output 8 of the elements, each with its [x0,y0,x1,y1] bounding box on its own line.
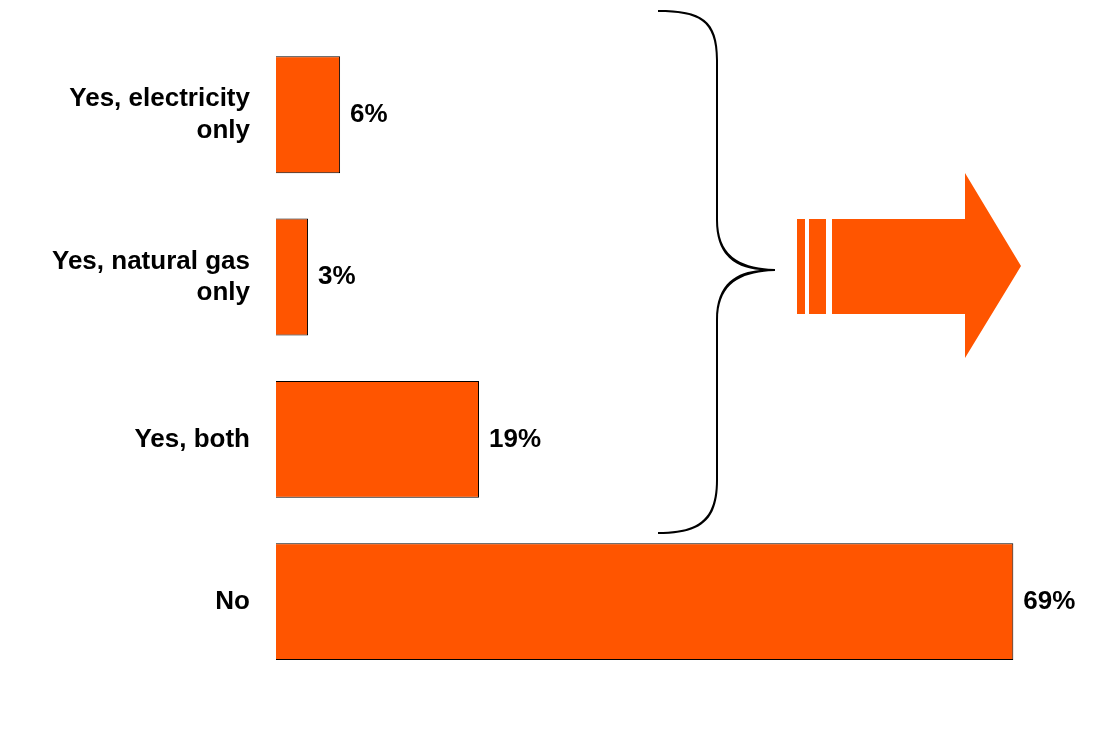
data-label: 6% [350,97,388,128]
data-label: 3% [318,260,356,291]
y-tick-label: No [215,584,250,615]
y-tick-label: Yes, natural gas only [52,244,251,306]
data-label: 69% [1023,584,1076,615]
y-tick-label: Yes, both [134,422,250,453]
data-label: 19% [489,422,542,453]
y-tick-label: Yes, electricity only [69,82,251,144]
